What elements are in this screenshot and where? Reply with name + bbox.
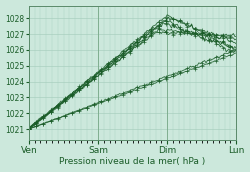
X-axis label: Pression niveau de la mer( hPa ): Pression niveau de la mer( hPa ) — [60, 157, 206, 166]
